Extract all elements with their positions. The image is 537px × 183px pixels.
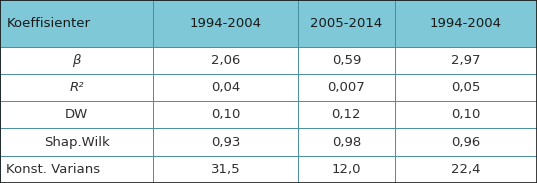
Bar (395, 156, 537, 183)
Text: 2,97: 2,97 (451, 54, 481, 67)
Text: 1994-2004: 1994-2004 (190, 17, 262, 30)
Text: 2005-2014: 2005-2014 (310, 17, 382, 30)
Bar (298, 0, 395, 47)
Bar (0, 74, 153, 101)
Bar (298, 128, 395, 156)
Text: 31,5: 31,5 (211, 163, 241, 176)
Text: Koeffisienter: Koeffisienter (6, 17, 90, 30)
Bar (298, 47, 395, 74)
Bar (395, 47, 537, 74)
Text: 0,96: 0,96 (451, 136, 481, 149)
Bar (395, 101, 537, 128)
Text: 2,06: 2,06 (211, 54, 240, 67)
Bar (0, 128, 153, 156)
Text: β: β (72, 54, 81, 67)
Bar (298, 101, 395, 128)
Text: 0,10: 0,10 (211, 108, 240, 121)
Text: DW: DW (65, 108, 88, 121)
Text: 12,0: 12,0 (332, 163, 361, 176)
Text: 0,007: 0,007 (328, 81, 365, 94)
Bar (153, 0, 298, 47)
Text: 0,12: 0,12 (332, 108, 361, 121)
Bar (0, 47, 153, 74)
Bar (395, 128, 537, 156)
Text: 0,05: 0,05 (451, 81, 481, 94)
Bar (153, 101, 298, 128)
Text: Shap.Wilk: Shap.Wilk (43, 136, 110, 149)
Bar (298, 156, 395, 183)
Text: 0,59: 0,59 (332, 54, 361, 67)
Text: 0,04: 0,04 (211, 81, 240, 94)
Bar (0, 0, 153, 47)
Bar (298, 74, 395, 101)
Bar (153, 74, 298, 101)
Text: 22,4: 22,4 (451, 163, 481, 176)
Text: 1994-2004: 1994-2004 (430, 17, 502, 30)
Bar (0, 156, 153, 183)
Bar (395, 74, 537, 101)
Text: 0,98: 0,98 (332, 136, 361, 149)
Bar (395, 0, 537, 47)
Text: 0,93: 0,93 (211, 136, 240, 149)
Text: R²: R² (69, 81, 84, 94)
Text: 0,10: 0,10 (451, 108, 481, 121)
Bar (153, 128, 298, 156)
Text: Konst. Varians: Konst. Varians (6, 163, 100, 176)
Bar (0, 101, 153, 128)
Bar (153, 156, 298, 183)
Bar (153, 47, 298, 74)
